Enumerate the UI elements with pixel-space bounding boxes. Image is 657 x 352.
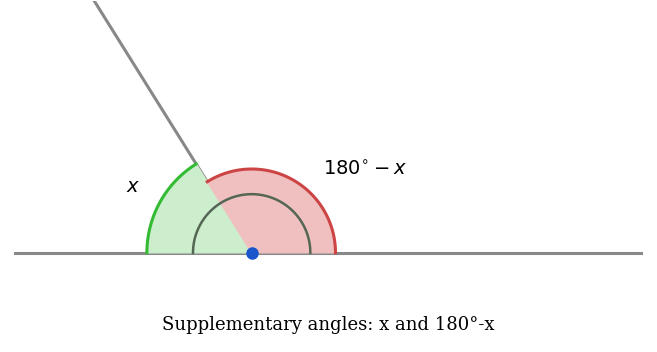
Text: $x$: $x$ <box>126 178 140 196</box>
Polygon shape <box>207 169 336 253</box>
Text: $180^{\circ} - x$: $180^{\circ} - x$ <box>323 160 407 179</box>
Polygon shape <box>147 164 252 253</box>
Text: Supplementary angles: x and 180°-x: Supplementary angles: x and 180°-x <box>162 316 495 334</box>
